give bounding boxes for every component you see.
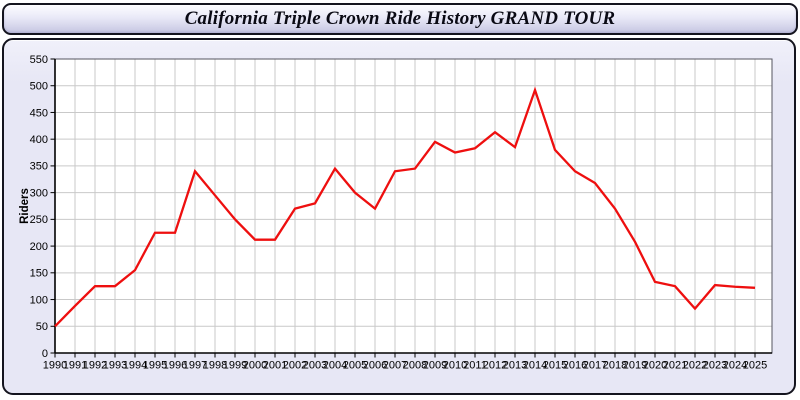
y-tick-label: 400 xyxy=(30,134,48,146)
x-tick-label: 1999 xyxy=(223,360,247,372)
x-tick-label: 1996 xyxy=(163,360,187,372)
x-tick-label: 2023 xyxy=(703,360,727,372)
x-tick-label: 1990 xyxy=(43,360,67,372)
x-tick-label: 1992 xyxy=(83,360,107,372)
data-line-riders xyxy=(54,86,756,328)
x-tick-label: 1997 xyxy=(183,360,207,372)
x-tick-label: 2016 xyxy=(563,360,587,372)
x-tick-label: 2013 xyxy=(503,360,527,372)
y-tick-label: 100 xyxy=(30,294,48,306)
x-tick-label: 2014 xyxy=(523,360,547,372)
x-tick-label: 2022 xyxy=(683,360,707,372)
y-tick-label: 150 xyxy=(30,268,48,280)
x-tick-label: 2001 xyxy=(263,360,287,372)
y-tick-label: 300 xyxy=(30,187,48,199)
x-tick-label: 2017 xyxy=(583,360,607,372)
x-tick-label: 2015 xyxy=(543,360,567,372)
x-tick-label: 1998 xyxy=(203,360,227,372)
x-tick-label: 2004 xyxy=(323,360,347,372)
x-tick-label: 2018 xyxy=(603,360,627,372)
x-tick-label: 2025 xyxy=(743,360,767,372)
x-axis-labels: 1990199119921993199419951996199719981999… xyxy=(43,360,767,372)
x-tick-label: 2012 xyxy=(483,360,507,372)
x-tick-label: 2007 xyxy=(383,360,407,372)
x-tick-label: 2011 xyxy=(463,360,487,372)
y-tick-label: 0 xyxy=(42,348,48,360)
x-tick-label: 2006 xyxy=(363,360,387,372)
gridlines xyxy=(55,58,772,353)
x-tick-label: 2002 xyxy=(283,360,307,372)
y-tick-label: 250 xyxy=(30,214,48,226)
x-tick-label: 2000 xyxy=(243,360,267,372)
x-tick-label: 2020 xyxy=(643,360,667,372)
plot-area xyxy=(55,59,772,353)
x-tick-label: 2009 xyxy=(423,360,447,372)
y-tick-label: 50 xyxy=(36,321,48,333)
x-tick-label: 1993 xyxy=(103,360,127,372)
title-bar: California Triple Crown Ride History GRA… xyxy=(2,3,798,35)
y-tick-label: 200 xyxy=(30,241,48,253)
y-axis-title: Riders xyxy=(19,188,31,224)
y-tick-label: 450 xyxy=(30,107,48,119)
y-tick-label: 550 xyxy=(30,54,48,66)
y-axis-labels: 0 50 100 150 200 250 300 350 400 450 500 550 xyxy=(30,54,48,360)
x-tick-label: 1995 xyxy=(143,360,167,372)
x-tick-label: 1994 xyxy=(123,360,147,372)
x-tick-label: 2010 xyxy=(443,360,467,372)
line-chart: 1990199119921993199419951996199719981999… xyxy=(19,54,773,372)
x-tick-label: 2008 xyxy=(403,360,427,372)
y-tick-label: 500 xyxy=(30,81,48,93)
y-tick-label: 350 xyxy=(30,161,48,173)
x-tick-label: 2019 xyxy=(623,360,647,372)
x-tick-label: 2003 xyxy=(303,360,327,372)
chart-panel: 1990 1991 1992 1993 1994 1995 1996 1997 1998 1999… xyxy=(2,38,796,395)
x-tick-label: 2005 xyxy=(343,360,367,372)
x-tick-label: 2021 xyxy=(663,360,687,372)
x-tick-label: 2024 xyxy=(723,360,747,372)
page-title: California Triple Crown Ride History GRA… xyxy=(184,8,616,29)
x-tick-label: 1991 xyxy=(63,360,87,372)
axis-ticks xyxy=(50,58,756,358)
